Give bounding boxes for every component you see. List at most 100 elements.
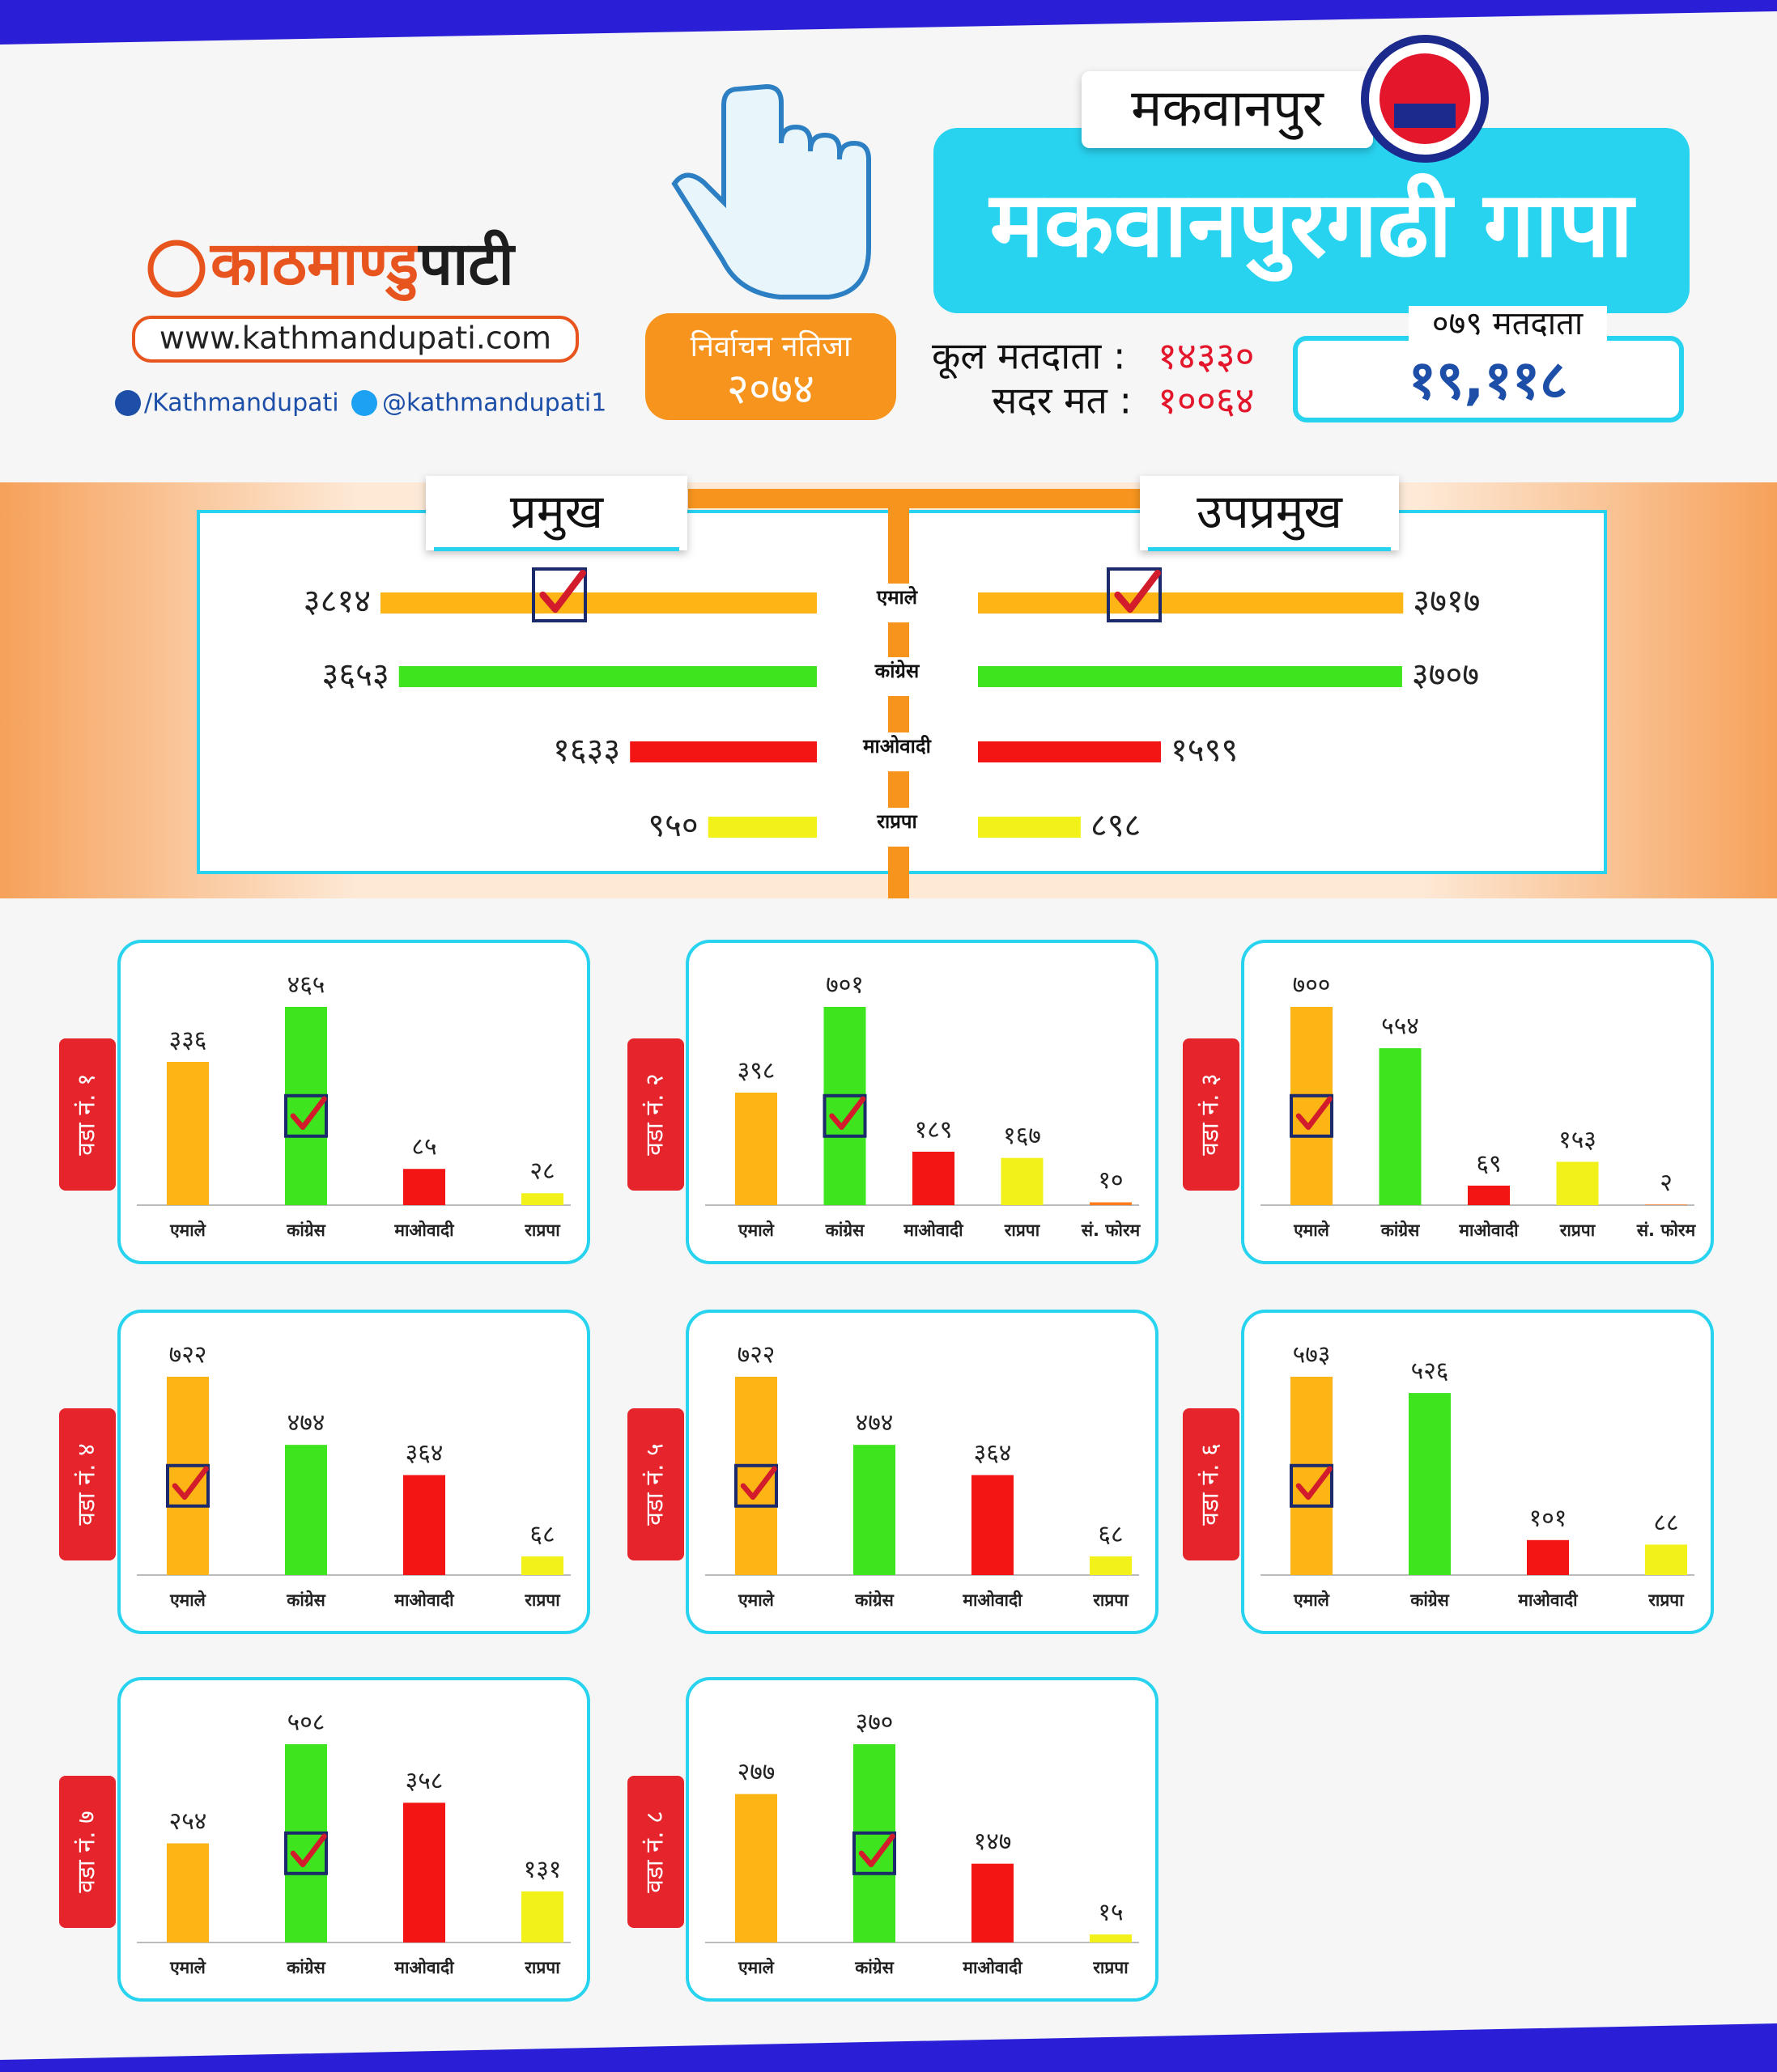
- category-label: कांग्रेस: [1409, 1590, 1449, 1610]
- check-mark: [1114, 569, 1161, 614]
- check-box: [284, 1093, 328, 1138]
- bar: [167, 1843, 209, 1942]
- value-label: ७०१: [826, 971, 864, 1000]
- election-logo-inner: [1380, 53, 1470, 144]
- value-label: ३७०: [856, 1709, 894, 1737]
- voters-value: १४३३०: [1158, 334, 1255, 378]
- category-label: एमाले: [738, 1590, 775, 1610]
- logo-part: पाटी: [417, 229, 516, 299]
- twitter: @kathmandupati1: [382, 389, 606, 418]
- category-label: माओवादी: [393, 1220, 455, 1240]
- party-label: कांग्रेस: [874, 660, 920, 682]
- ward-card: [117, 940, 590, 1264]
- bar: [521, 1556, 563, 1575]
- top-stripe: [0, 0, 1777, 45]
- series-name: प्रमुख: [510, 484, 605, 541]
- category-label: कांग्रेस: [854, 1590, 894, 1610]
- check-mark: [1295, 1466, 1333, 1500]
- check-box: [734, 1463, 778, 1508]
- ward-tab: [59, 1408, 116, 1560]
- url-box: [132, 316, 579, 363]
- value-label: ३६४: [974, 1439, 1012, 1467]
- category-label: राप्रपा: [1004, 1221, 1041, 1240]
- party-label: राप्रपा: [876, 810, 917, 833]
- party-label-bg: [850, 732, 944, 771]
- valid-label: सदर मत :: [992, 379, 1132, 422]
- value-label: ४६५: [287, 971, 325, 1000]
- series-tab: [1140, 476, 1399, 550]
- ward-title: वडा नं. ८: [641, 1811, 670, 1892]
- check-mark: [858, 1833, 895, 1867]
- value-label: ३३६: [169, 1025, 207, 1054]
- ward-card: [686, 1677, 1158, 2002]
- ward-tab: [627, 1776, 684, 1928]
- category-label: एमाले: [169, 1957, 206, 1977]
- value-label: ४७४: [287, 1409, 325, 1437]
- ward-title: वडा नं. ३: [1197, 1073, 1225, 1155]
- value-label: ३७०७: [1412, 656, 1479, 694]
- ward-chart: वडा नं. ४ ७२२ एमाले ४७४ कांग्रेस ३६४ माओवादी ६८…: [59, 1310, 590, 1634]
- category-label: एमाले: [1293, 1590, 1330, 1610]
- category-label: सं. फोरम: [1081, 1220, 1141, 1240]
- hand-icon: [671, 83, 871, 299]
- value-label: ३५८: [406, 1767, 444, 1795]
- category-label: माओवादी: [393, 1590, 455, 1610]
- party-label: एमाले: [876, 586, 919, 609]
- category-label: एमाले: [738, 1220, 775, 1240]
- category-label: एमाले: [738, 1957, 775, 1977]
- bar: [403, 1169, 445, 1205]
- check-box: [532, 567, 587, 622]
- ward-chart: वडा नं. २ ३९८ एमाले ७०१ कांग्रेस १८९ माओवादी १६…: [627, 940, 1158, 1264]
- category-label: एमाले: [169, 1220, 206, 1240]
- title-box: [933, 128, 1690, 313]
- category-label: माओवादी: [1517, 1590, 1579, 1610]
- bar: [735, 1794, 777, 1942]
- value-label: ८८: [1653, 1509, 1678, 1537]
- check-box: [823, 1093, 867, 1138]
- bar: [978, 666, 1402, 687]
- bar: [285, 1445, 327, 1575]
- bar: [380, 592, 817, 614]
- bar: [853, 1445, 895, 1575]
- check-mark: [172, 1466, 209, 1500]
- value-label: १८९: [915, 1115, 953, 1144]
- check-mark: [539, 569, 586, 614]
- bar: [978, 592, 1404, 614]
- value-label: ७००: [1293, 971, 1331, 1000]
- ward-tab: [59, 1776, 116, 1928]
- badge-box: [645, 313, 896, 420]
- value-label: ७२२: [169, 1341, 207, 1369]
- check-mark: [829, 1096, 866, 1130]
- bar: [1001, 1157, 1044, 1205]
- ward-card: [117, 1677, 590, 2002]
- value-label: ५५४: [1381, 1013, 1419, 1041]
- category-label: माओवादी: [962, 1957, 1023, 1977]
- bar: [735, 1092, 777, 1205]
- value-label: ३६५३: [322, 656, 389, 694]
- facebook-icon: [115, 390, 141, 416]
- check-mark: [740, 1466, 777, 1500]
- value-label: १५९९: [1171, 732, 1238, 769]
- ward-tab: [1183, 1038, 1239, 1191]
- series-tab: [426, 476, 687, 550]
- ward-title: वडा नं. १: [73, 1073, 101, 1155]
- category-label: एमाले: [169, 1590, 206, 1610]
- category-label: राप्रपा: [1559, 1221, 1596, 1240]
- value-label: ५०८: [287, 1709, 325, 1737]
- value-label: ५७३: [1293, 1341, 1331, 1369]
- bar: [1645, 1204, 1687, 1205]
- bar: [1379, 1048, 1422, 1205]
- value-label: ६९: [1476, 1149, 1501, 1178]
- category-label: राप्रपा: [1092, 1590, 1129, 1610]
- ward-title: वडा नं. २: [641, 1073, 670, 1155]
- check-box: [166, 1463, 210, 1508]
- value-label: १६७: [1003, 1122, 1041, 1150]
- party-label-bg: [850, 657, 944, 696]
- ward-chart: वडा नं. ६ ५७३ एमाले ५२६ कांग्रेस १०१ माओवादी ८८…: [1183, 1310, 1714, 1634]
- ward-card: [1241, 1310, 1714, 1634]
- ward-card: [117, 1310, 590, 1634]
- value-label: १५३: [1558, 1126, 1596, 1154]
- ward-chart: वडा नं. ५ ७२२ एमाले ४७४ कांग्रेस ३६४ माओवादी ६८…: [627, 1310, 1158, 1634]
